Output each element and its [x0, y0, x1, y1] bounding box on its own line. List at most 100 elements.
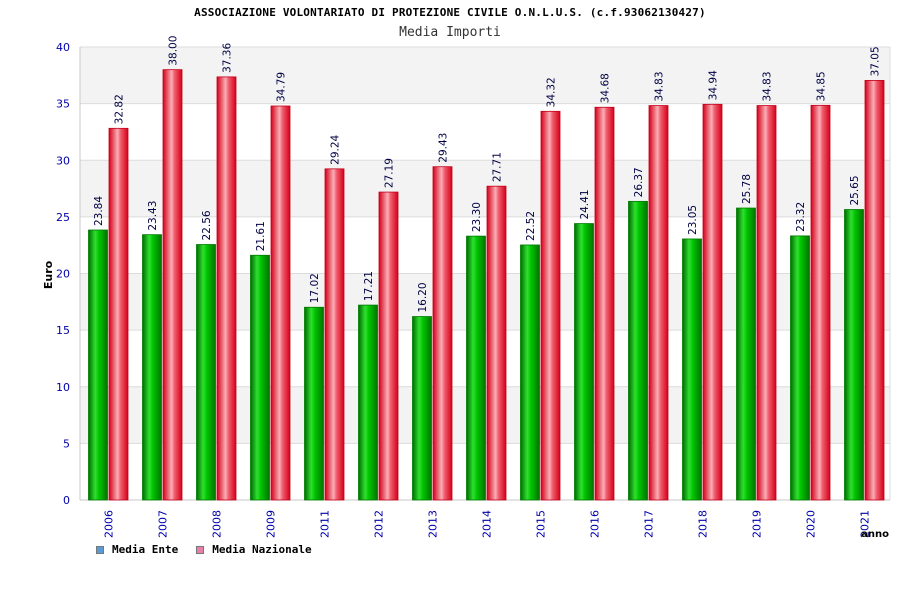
y-tick-label: 30 — [56, 154, 70, 167]
data-label-media-nazionale: 34.94 — [708, 70, 720, 100]
data-label-media-nazionale: 34.83 — [762, 71, 774, 101]
y-tick-label: 0 — [63, 494, 70, 507]
x-tick-label: 2012 — [373, 510, 386, 538]
y-axis-label: Euro — [42, 260, 55, 289]
bar-media-ente — [844, 209, 864, 501]
data-label-media-nazionale: 29.24 — [330, 134, 342, 164]
data-labels: 23.84 32.82 23.43 38.00 22.56 37.36 21.61 34.79… — [93, 36, 882, 313]
data-label-media-nazionale: 37.36 — [222, 43, 234, 73]
bar-media-ente — [574, 223, 594, 501]
bar-media-nazionale — [540, 110, 561, 501]
bar-media-nazionale — [216, 76, 237, 501]
legend: Media Ente Media Nazionale — [96, 543, 330, 556]
data-label-media-ente: 21.61 — [255, 221, 267, 251]
bar-media-ente — [142, 234, 162, 501]
legend-swatch-media-ente — [96, 545, 104, 554]
data-label-media-ente: 17.02 — [309, 273, 321, 303]
legend-item-media-nazionale: Media Nazionale — [196, 543, 312, 556]
data-label-media-ente: 25.65 — [849, 175, 861, 205]
x-tick-label: 2007 — [157, 510, 170, 538]
x-tick-label: 2006 — [103, 510, 116, 538]
y-tick-label: 5 — [63, 437, 70, 450]
chart-main-title: ASSOCIAZIONE VOLONTARIATO DI PROTEZIONE … — [194, 6, 706, 19]
y-tick-label: 10 — [56, 381, 70, 394]
data-label-media-ente: 23.32 — [795, 202, 807, 232]
x-tick-label: 2018 — [697, 510, 710, 538]
data-label-media-nazionale: 38.00 — [168, 36, 180, 66]
legend-label-media-nazionale: Media Nazionale — [212, 543, 312, 556]
bar-media-nazionale — [324, 168, 345, 501]
bar-media-nazionale — [432, 166, 453, 501]
grid-band — [80, 103, 890, 161]
bar-media-nazionale — [108, 127, 129, 501]
x-tick-label: 2017 — [643, 510, 656, 538]
y-tick-label: 40 — [56, 41, 70, 54]
data-label-media-nazionale: 34.83 — [654, 71, 666, 101]
bar-media-nazionale — [378, 191, 399, 501]
data-label-media-nazionale: 34.68 — [600, 73, 612, 103]
bar-media-ente — [196, 244, 216, 501]
x-tick-label: 2021 — [859, 510, 872, 538]
bar-media-nazionale — [486, 185, 507, 501]
data-label-media-ente: 25.78 — [741, 174, 753, 204]
bar-media-ente — [358, 304, 378, 501]
data-label-media-nazionale: 37.05 — [870, 46, 882, 76]
data-label-media-nazionale: 27.19 — [384, 158, 396, 188]
bar-media-ente — [736, 207, 756, 501]
data-label-media-nazionale: 29.43 — [438, 133, 450, 163]
bar-media-ente — [304, 306, 324, 501]
data-label-media-ente: 17.21 — [363, 271, 375, 301]
data-label-media-ente: 23.84 — [93, 196, 105, 226]
bar-media-ente — [250, 254, 270, 501]
grid-band — [80, 160, 890, 217]
data-label-media-ente: 24.41 — [579, 189, 591, 219]
bar-media-nazionale — [864, 80, 885, 501]
x-tick-label: 2009 — [265, 510, 278, 538]
bar-media-nazionale — [810, 104, 831, 501]
bar-media-ente — [628, 200, 648, 501]
y-tick-label: 20 — [56, 268, 70, 281]
x-tick-label: 2019 — [751, 510, 764, 538]
legend-swatch-media-nazionale — [196, 545, 205, 554]
y-tick-label: 35 — [56, 98, 70, 111]
bar-media-nazionale — [162, 69, 183, 501]
bar-media-nazionale — [756, 105, 777, 501]
data-label-media-ente: 26.37 — [633, 167, 645, 197]
bar-media-ente — [466, 235, 486, 501]
x-tick-label: 2015 — [535, 510, 548, 538]
grid-band — [80, 47, 890, 104]
legend-item-media-ente: Media Ente — [96, 543, 178, 556]
x-tick-label: 2016 — [589, 510, 602, 538]
bar-media-nazionale — [648, 105, 669, 501]
data-label-media-nazionale: 34.85 — [816, 71, 828, 101]
bar-media-nazionale — [270, 105, 291, 501]
x-tick-label: 2020 — [805, 510, 818, 538]
data-label-media-ente: 23.30 — [471, 202, 483, 232]
data-label-media-ente: 22.52 — [525, 211, 537, 241]
tick-labels: 0 5 10 15 20 25 30 35 40 2006 2007 2008 2009 2011 2012… — [56, 41, 872, 538]
x-tick-label: 2013 — [427, 510, 440, 538]
data-label-media-nazionale: 32.82 — [114, 94, 126, 124]
bar-media-ente — [88, 229, 108, 501]
data-label-media-nazionale: 34.79 — [276, 72, 288, 102]
data-label-media-ente: 22.56 — [201, 210, 213, 240]
data-label-media-ente: 23.05 — [687, 205, 699, 235]
bars — [88, 69, 885, 501]
bar-media-ente — [520, 244, 540, 501]
data-label-media-ente: 23.43 — [147, 201, 159, 231]
bar-media-ente — [682, 238, 702, 501]
x-tick-label: 2014 — [481, 510, 494, 538]
bar-media-nazionale — [702, 103, 723, 501]
y-tick-label: 25 — [56, 211, 70, 224]
x-tick-label: 2011 — [319, 510, 332, 538]
bar-media-ente — [412, 316, 432, 501]
data-label-media-nazionale: 27.71 — [492, 152, 504, 182]
y-tick-label: 15 — [56, 324, 70, 337]
bar-media-ente — [790, 235, 810, 501]
data-label-media-ente: 16.20 — [417, 282, 429, 312]
x-tick-label: 2008 — [211, 510, 224, 538]
data-label-media-nazionale: 34.32 — [546, 77, 558, 107]
bar-media-nazionale — [594, 106, 615, 501]
